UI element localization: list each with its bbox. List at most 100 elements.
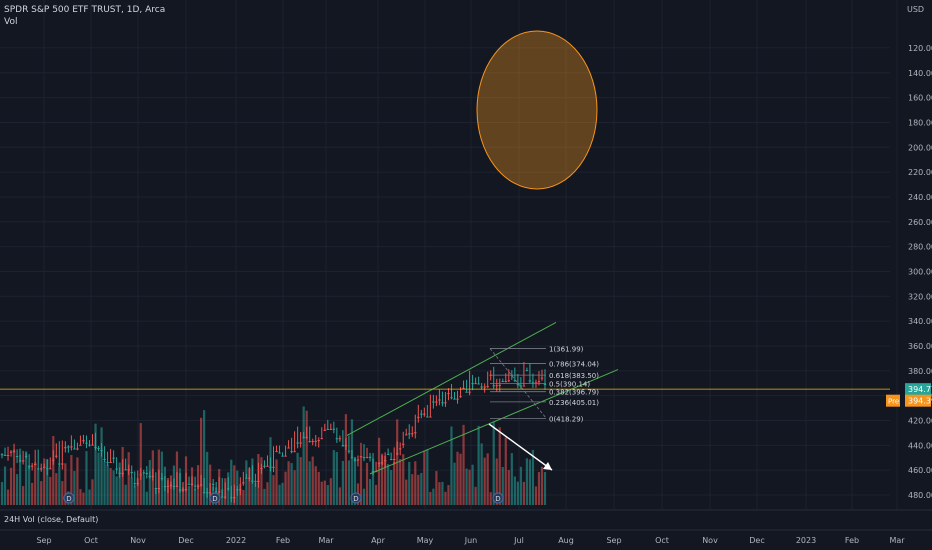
drawings[interactable]: 0(418.29) 0.236(405.01) 0.382(396.79)0.5(3… — [0, 30, 890, 475]
volume-bar — [447, 485, 450, 505]
volume-bar — [9, 467, 13, 505]
candle-body — [211, 483, 215, 485]
x-tick-label: Apr — [371, 536, 386, 545]
candle-body — [362, 457, 366, 459]
price-axis[interactable]: USD 120.00 140.00 160.00 180.00 200.00 220.00 2… — [886, 5, 932, 500]
volume-bar — [420, 472, 423, 505]
candle-body — [275, 451, 278, 453]
y-tick-label: 220.00 — [908, 168, 932, 177]
candle-body — [423, 413, 426, 415]
volume-bar — [314, 466, 317, 505]
x-tick-label: Oct — [84, 536, 98, 545]
volume-bar — [405, 479, 408, 505]
dividend-marker-label: D — [353, 495, 358, 503]
volume-bar — [281, 482, 284, 505]
candle-body — [314, 440, 317, 442]
volume-bar — [103, 461, 106, 505]
volume-bar — [311, 456, 314, 505]
candle-body — [287, 447, 290, 449]
candle-body — [208, 492, 212, 494]
volume-bar — [435, 471, 438, 505]
volume-bar — [305, 410, 308, 505]
candle-body — [531, 382, 535, 384]
volume-bar — [393, 461, 396, 505]
candle-body — [196, 485, 200, 487]
candle-body — [435, 401, 438, 403]
volume-bar — [441, 481, 444, 505]
indicator-label[interactable]: 24H Vol (close, Default) — [4, 515, 99, 524]
candle-body — [296, 442, 299, 444]
candle-body — [525, 370, 529, 372]
volume-bar — [124, 484, 127, 505]
volume-bar — [335, 452, 338, 505]
candle-body — [0, 454, 4, 456]
volume-bar — [290, 463, 293, 505]
volume-label[interactable]: Vol — [4, 17, 18, 27]
volume-bar — [94, 423, 97, 505]
candle-body — [15, 455, 19, 457]
candle-body — [33, 463, 37, 465]
volume-bar — [450, 426, 453, 505]
y-tick-label: 280.00 — [908, 243, 932, 252]
x-tick-label: Nov — [130, 536, 146, 545]
candle-body — [471, 383, 474, 385]
candle-body — [187, 483, 191, 485]
volume-ellipse — [476, 30, 598, 190]
candle-body — [302, 436, 305, 438]
candle-body — [64, 447, 67, 449]
volume-bar — [76, 457, 79, 505]
volume-bar — [368, 479, 372, 505]
candle-body — [477, 383, 480, 385]
candle-body — [121, 472, 124, 474]
y-tick-label: 460.00 — [908, 466, 932, 475]
volume-bar — [537, 472, 541, 505]
candle-body — [432, 401, 435, 403]
candle-body — [540, 377, 544, 379]
volume-bar — [49, 476, 52, 505]
candle-body — [299, 442, 302, 444]
candle-body — [193, 485, 197, 487]
candle-body — [522, 385, 526, 387]
volume-bar — [531, 449, 535, 505]
candle-body — [27, 465, 31, 467]
volume-bar — [462, 424, 465, 505]
candle-body — [184, 489, 188, 491]
x-tick-label: 2023 — [796, 536, 816, 545]
candle-body — [166, 485, 170, 487]
candle-body — [169, 484, 173, 486]
volume-bar — [293, 470, 296, 505]
volume-bar — [206, 451, 209, 505]
volume-arrow-line — [488, 423, 553, 471]
candle-body — [163, 485, 167, 487]
volume-bar — [320, 481, 323, 505]
x-tick-label: Feb — [845, 536, 859, 545]
pre-tag-label: Pre — [888, 398, 899, 406]
symbol-title[interactable]: SPDR S&P 500 ETF TRUST, 1D, Arca — [4, 5, 166, 15]
volume-bar — [465, 468, 468, 505]
candle-body — [88, 444, 91, 446]
candle-body — [426, 416, 429, 418]
candle-body — [317, 440, 320, 442]
volume-bar — [148, 460, 151, 505]
candle-body — [190, 483, 194, 485]
y-tick-label: 140.00 — [908, 69, 932, 78]
volume-bar — [302, 406, 305, 505]
candle-body — [18, 460, 22, 462]
time-axis[interactable]: Sep Oct Nov Dec 2022 Feb Mar Apr May Jun Jul Aug Sep… — [36, 536, 905, 545]
volume-bar — [456, 451, 459, 505]
volume-bar — [329, 478, 332, 505]
candle-body — [411, 433, 414, 435]
volume-bar — [402, 454, 405, 505]
volume-bars — [0, 406, 547, 505]
volume-bar — [371, 458, 375, 505]
candle-body — [495, 385, 498, 387]
candle-body — [202, 492, 206, 494]
volume-bar — [127, 452, 130, 505]
volume-bar — [489, 492, 492, 505]
volume-bar — [474, 486, 477, 505]
volume-bar — [332, 450, 335, 505]
candle-body — [157, 487, 161, 489]
volume-bar — [275, 459, 278, 505]
